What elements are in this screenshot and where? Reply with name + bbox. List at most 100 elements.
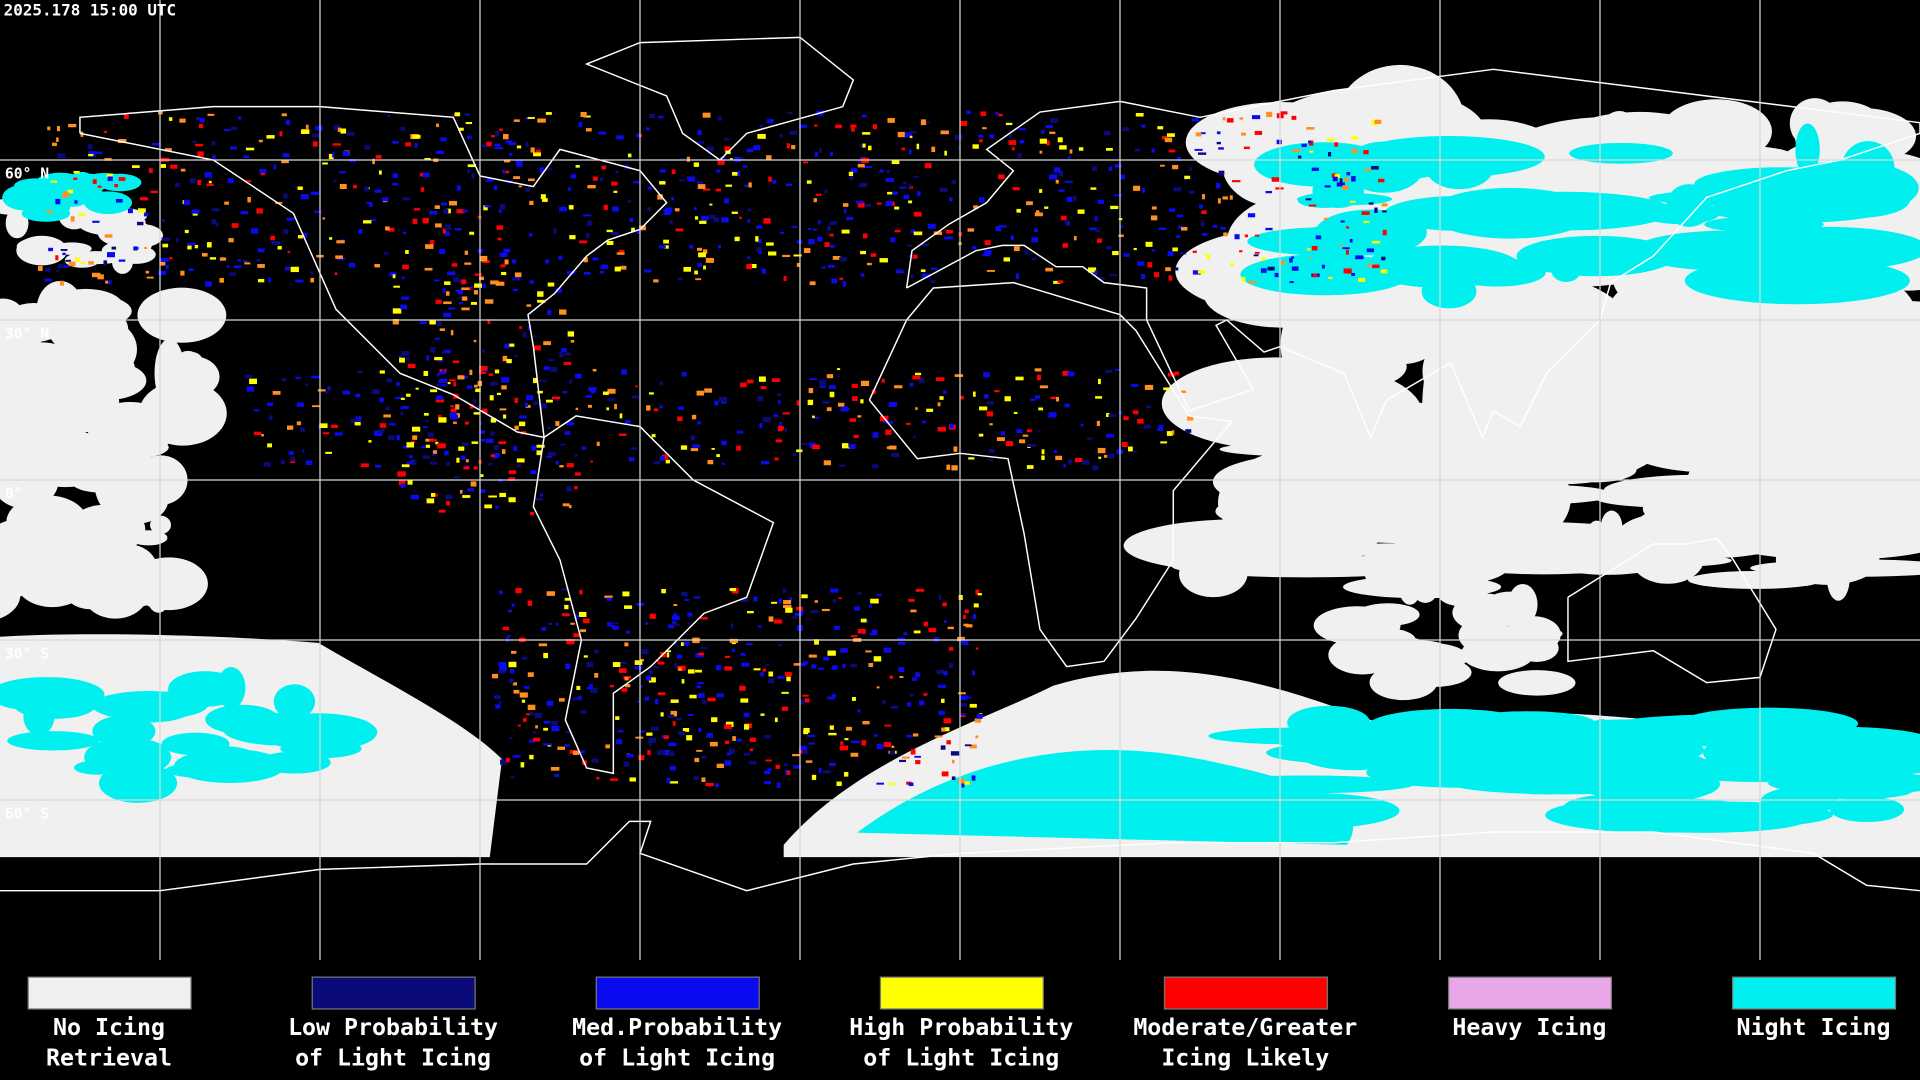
- icing-pixel: [1204, 253, 1208, 256]
- cloud-patch: [114, 228, 153, 257]
- icing-pixel: [180, 270, 185, 276]
- icing-pixel: [812, 444, 820, 450]
- icing-pixel: [939, 396, 944, 400]
- icing-pixel: [1019, 140, 1025, 144]
- icing-pixel: [968, 457, 975, 460]
- icing-pixel: [87, 144, 93, 150]
- icing-pixel: [961, 782, 965, 788]
- icing-pixel: [943, 718, 952, 724]
- icing-pixel: [1201, 233, 1208, 236]
- icing-pixel: [425, 420, 429, 423]
- icing-pixel: [641, 649, 649, 655]
- icing-pixel: [915, 407, 918, 410]
- icing-pixel: [499, 590, 503, 595]
- icing-pixel: [569, 235, 576, 240]
- icing-pixel: [585, 128, 592, 132]
- icing-pixel: [513, 176, 520, 180]
- icing-pixel: [941, 771, 949, 777]
- icing-pixel: [857, 709, 861, 713]
- icing-pixel: [521, 656, 528, 660]
- icing-pixel: [164, 148, 172, 152]
- icing-pixel: [809, 281, 816, 286]
- cloud-patch: [1268, 424, 1397, 459]
- icing-pixel: [808, 239, 815, 245]
- icing-pixel: [672, 642, 677, 646]
- icing-pixel: [1119, 174, 1125, 180]
- icing-pixel: [162, 243, 169, 248]
- icing-pixel: [848, 171, 854, 177]
- icing-pixel: [1276, 139, 1282, 145]
- icing-pixel: [636, 229, 640, 235]
- icing-pixel: [452, 360, 460, 364]
- icing-pixel: [283, 229, 289, 235]
- icing-pixel: [669, 781, 679, 784]
- icing-pixel: [507, 609, 513, 613]
- icing-pixel: [573, 696, 580, 701]
- icing-pixel: [988, 458, 994, 462]
- icing-pixel: [782, 254, 791, 257]
- icing-pixel: [538, 403, 548, 409]
- icing-pixel: [342, 390, 351, 395]
- icing-pixel: [1110, 205, 1119, 210]
- icing-pixel: [266, 135, 275, 139]
- icing-pixel: [518, 185, 522, 188]
- icing-pixel: [839, 464, 846, 467]
- icing-pixel: [983, 372, 990, 378]
- icing-pixel: [546, 455, 552, 458]
- icing-pixel: [397, 471, 406, 477]
- icing-pixel: [689, 694, 697, 699]
- icing-pixel: [736, 430, 744, 434]
- icing-pixel: [211, 208, 220, 212]
- icing-pixel: [543, 341, 551, 346]
- icing-pixel: [1011, 147, 1015, 151]
- icing-pixel: [435, 441, 439, 445]
- icing-pixel: [327, 386, 331, 391]
- icing-pixel: [564, 597, 571, 601]
- icing-pixel: [749, 748, 754, 752]
- icing-pixel: [881, 378, 885, 383]
- icing-pixel: [271, 242, 279, 245]
- icing-pixel: [564, 431, 571, 435]
- icing-pixel: [862, 721, 870, 725]
- icing-pixel: [529, 200, 534, 206]
- icing-pixel: [785, 672, 792, 677]
- icing-pixel: [807, 249, 811, 252]
- icing-pixel: [566, 270, 576, 275]
- icing-pixel: [1016, 429, 1023, 434]
- icing-pixel: [648, 392, 654, 395]
- icing-pixel: [340, 128, 347, 134]
- legend-label: of Light Icing: [863, 1045, 1059, 1072]
- icing-pixel: [1017, 153, 1022, 158]
- icing-pixel: [50, 180, 58, 183]
- icing-pixel: [558, 255, 563, 260]
- icing-pixel: [921, 420, 927, 424]
- icing-pixel: [819, 385, 826, 388]
- icing-pixel: [501, 449, 506, 454]
- icing-pixel: [687, 713, 694, 716]
- icing-pixel: [982, 127, 987, 130]
- icing-pixel: [951, 179, 956, 184]
- icing-pixel: [1108, 414, 1117, 417]
- icing-pixel: [392, 173, 399, 179]
- icing-pixel: [514, 354, 518, 357]
- icing-pixel: [757, 133, 766, 139]
- legend-label: Night Icing: [1736, 1014, 1890, 1041]
- icing-pixel: [1128, 446, 1133, 452]
- icing-pixel: [413, 208, 421, 211]
- icing-pixel: [464, 250, 469, 255]
- icing-pixel: [1089, 227, 1097, 230]
- icing-pixel: [1382, 210, 1387, 213]
- icing-pixel: [360, 463, 369, 468]
- icing-pixel: [475, 388, 481, 393]
- icing-pixel: [245, 147, 255, 151]
- icing-pixel: [374, 264, 381, 268]
- icing-pixel: [499, 492, 506, 498]
- icing-pixel: [443, 378, 448, 382]
- icing-pixel: [931, 146, 936, 153]
- icing-pixel: [831, 665, 838, 670]
- cloud-patch: [1849, 280, 1906, 402]
- icing-pixel: [746, 264, 753, 270]
- icing-pixel: [55, 198, 61, 205]
- icing-pixel: [470, 481, 477, 487]
- icing-pixel: [406, 356, 410, 361]
